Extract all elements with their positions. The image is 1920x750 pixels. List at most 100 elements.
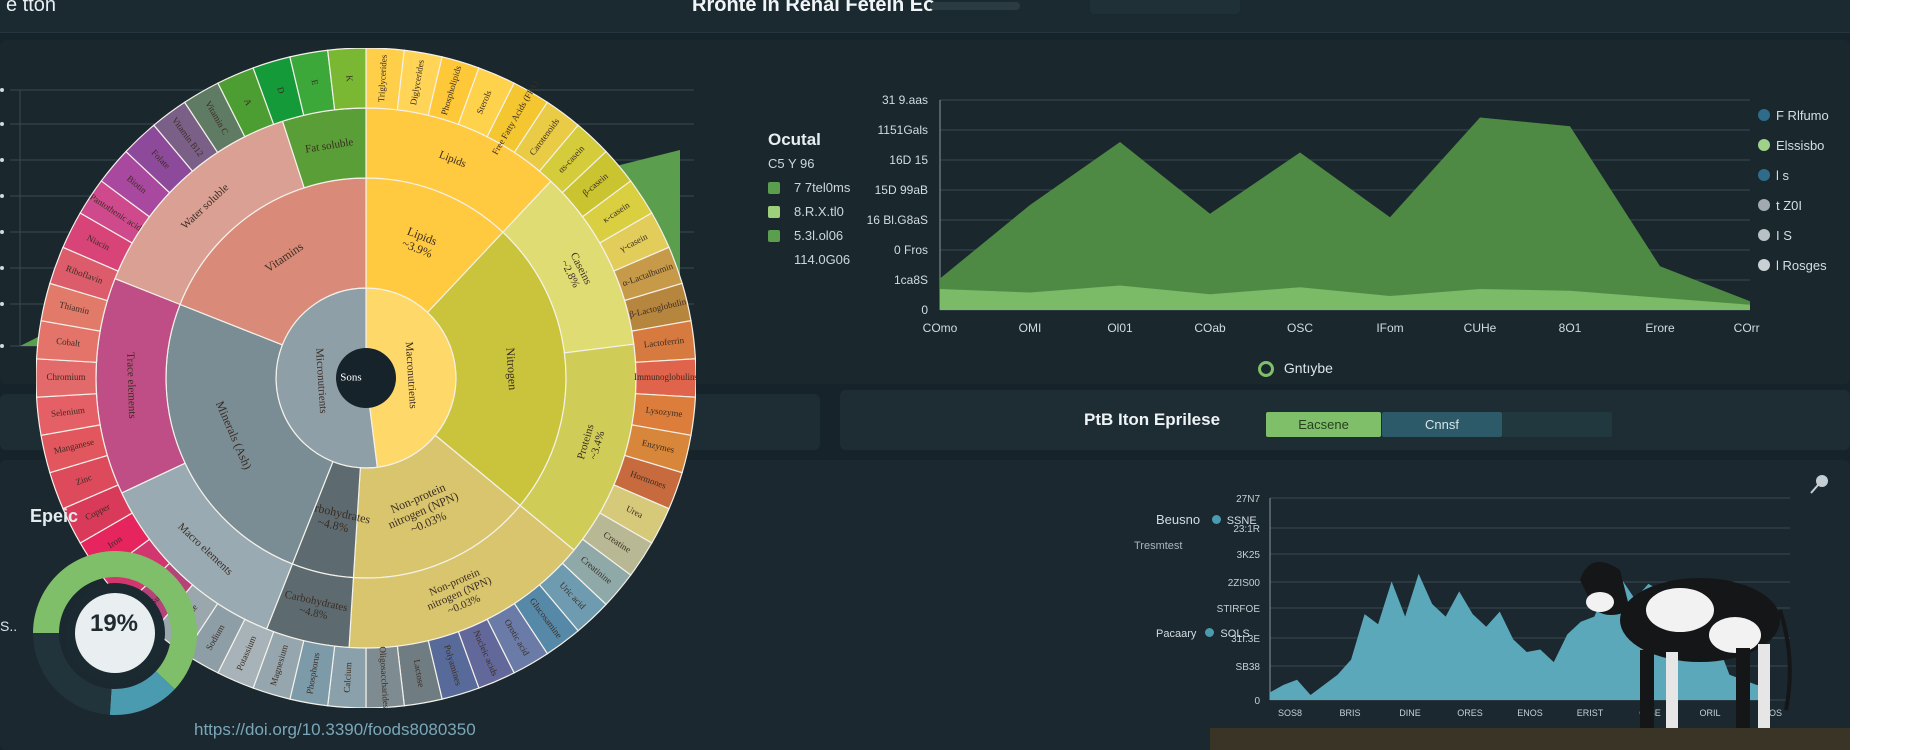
sunburst-label-line: Lactose <box>412 659 427 688</box>
tab-eacsene[interactable]: Eacsene <box>1266 412 1381 437</box>
sunburst-label: D <box>275 86 287 96</box>
legend-dot <box>1758 199 1770 211</box>
y-tick-label: STIRFOE <box>1217 604 1261 615</box>
sunburst-label-line: A <box>242 97 254 107</box>
header-title-center: Rronte in Renal Fetein Eo <box>692 0 936 16</box>
legend-label: Tresmtest <box>1134 540 1183 552</box>
legend-swatch <box>768 206 780 218</box>
x-tick-label: 8O1 <box>1559 321 1582 335</box>
legend-label: 5.3l.ol06 <box>794 228 844 243</box>
y-tick-label: 16D 15 <box>889 153 928 167</box>
header-title-left: e tton <box>6 0 57 16</box>
sunburst-label-line: Selenium <box>50 405 85 419</box>
right-legend-item: Elssisbo <box>1758 130 1829 160</box>
header-pill <box>1090 0 1240 14</box>
pin-icon[interactable] <box>1808 472 1832 496</box>
ground <box>1210 728 1850 750</box>
sunburst-label: E <box>309 79 320 87</box>
y-tick-label: 31I.3E <box>1231 634 1260 645</box>
legend-bottom-label: Gntıybe <box>1283 360 1333 376</box>
sunburst-label-line: Micronutrients <box>314 348 330 414</box>
donut-gauge <box>33 551 198 715</box>
legend-label: Pacaary <box>1156 628 1197 640</box>
legend-label: t Z0I <box>1776 197 1803 213</box>
sunburst-label-line: K <box>344 75 354 83</box>
gauge-value: 19% <box>89 610 139 637</box>
y-tick-label: 1ca8S <box>894 273 928 287</box>
sunburst-label-line: Nitrogen <box>504 347 521 390</box>
sunburst-label-line: Chromium <box>46 372 85 382</box>
y-tick-label: 0 <box>921 303 928 317</box>
sunburst-label-line: Triglycerides <box>376 54 389 103</box>
donut-center <box>75 593 155 673</box>
series-area <box>940 117 1750 310</box>
sunburst-label: Oligosaccharides <box>378 646 392 708</box>
header-bar: e tton Rronte in Renal Fetein Eo <box>0 0 1850 33</box>
legend-dot <box>1758 169 1770 181</box>
sunburst-label-line: Cobalt <box>56 336 81 349</box>
y-tick-label: SB38 <box>1236 662 1261 673</box>
tab-cnnsf[interactable]: Cnnsf <box>1382 412 1502 437</box>
x-tick-label: Ol01 <box>1107 321 1133 335</box>
legend-swatch <box>768 254 780 266</box>
x-tick-label: IFom <box>1376 321 1403 335</box>
sunburst-label: Lysozyme <box>645 405 683 419</box>
legend-swatch <box>768 230 780 242</box>
header-pill <box>930 2 1020 10</box>
center-legend-subtitle: C5 Y 96 <box>768 156 815 171</box>
sunburst-label: Micronutrients <box>314 348 330 414</box>
sunburst-center-label: Sons <box>340 372 361 384</box>
series-area <box>940 285 1750 310</box>
sunburst-label: Lactoferrin <box>643 335 685 350</box>
center-legend-item: 114.0G06 <box>768 248 850 272</box>
x-tick-label: COmo <box>923 321 958 335</box>
sunburst-label: Immunoglobulins <box>634 372 696 382</box>
sunburst-label-line: Trace elements <box>125 352 139 419</box>
legend-label: F Rlfumo <box>1776 107 1829 123</box>
top-right-legend-bottom: Gntıybe <box>1258 360 1333 378</box>
sunburst-label: Cobalt <box>56 336 81 349</box>
tab-empty[interactable] <box>1502 412 1612 437</box>
right-legend-item: F Rlfumo <box>1758 100 1829 130</box>
x-tick-label: SOS8 <box>1278 708 1302 718</box>
sunburst-label-line: Macronutrients <box>403 341 419 409</box>
legend-dot <box>1758 229 1770 241</box>
bottom-right-legend-item: Beusno SSNE <box>1156 512 1257 527</box>
sunburst-label-line: Oligosaccharides <box>378 646 392 708</box>
x-tick-label: DINE <box>1399 708 1421 718</box>
legend-dot <box>1758 259 1770 271</box>
donut-segment <box>33 551 198 690</box>
donut-segment <box>33 633 112 715</box>
y-tick-label: 0 Fros <box>894 243 928 257</box>
sunburst-label: Triglycerides <box>376 54 389 103</box>
sunburst-label-line: Lactoferrin <box>643 335 685 350</box>
sunburst-segment <box>327 48 367 111</box>
sunburst-label: Chromium <box>46 372 85 382</box>
bottom-right-legend-item: Pacaary SOLS <box>1156 628 1250 640</box>
x-tick-label: ORIL <box>1699 708 1720 718</box>
top-right-area-chart: 31 9.aas 1151Gals 16D 15 15D 99aB 16 Bl.G8aS… <box>867 93 1760 335</box>
legend-label: Beusno <box>1156 512 1201 527</box>
y-tick-label: 2ZIS00 <box>1228 578 1261 589</box>
legend-dot <box>1205 628 1215 637</box>
y-tick-label: 27N7 <box>1236 494 1260 505</box>
legend-label: Elssisbo <box>1776 137 1825 153</box>
sunburst-label-line: Lysozyme <box>645 405 683 419</box>
legend-dot <box>1211 515 1221 524</box>
bottom-left-small-label: S.. <box>0 618 18 634</box>
y-tick-label: 15D 99aB <box>875 183 928 197</box>
y-tick-label: 23:1R <box>1233 524 1260 535</box>
legend-label: l Rosges <box>1776 257 1827 273</box>
center-legend: Ocutal C5 Y 96 7 7tel0ms 8.R.X.tl0 5.3l.… <box>768 128 850 272</box>
x-tick-label: COab <box>1194 321 1226 335</box>
x-tick-label: CUHe <box>1464 321 1497 335</box>
cow-image <box>1580 562 1792 732</box>
legend-label: I S <box>1776 227 1792 243</box>
doi-link[interactable]: https://doi.org/10.3390/foods8080350 <box>194 720 476 739</box>
right-legend-item: l s <box>1758 160 1829 190</box>
right-legend-item: l Rosges <box>1758 250 1829 280</box>
sunburst-label: Nitrogen <box>504 347 521 390</box>
sunburst-chart: MacronutrientsMicronutrientsLipids~3.9%N… <box>36 48 696 708</box>
legend-label: l s <box>1776 167 1789 183</box>
donut-segment <box>109 671 175 715</box>
